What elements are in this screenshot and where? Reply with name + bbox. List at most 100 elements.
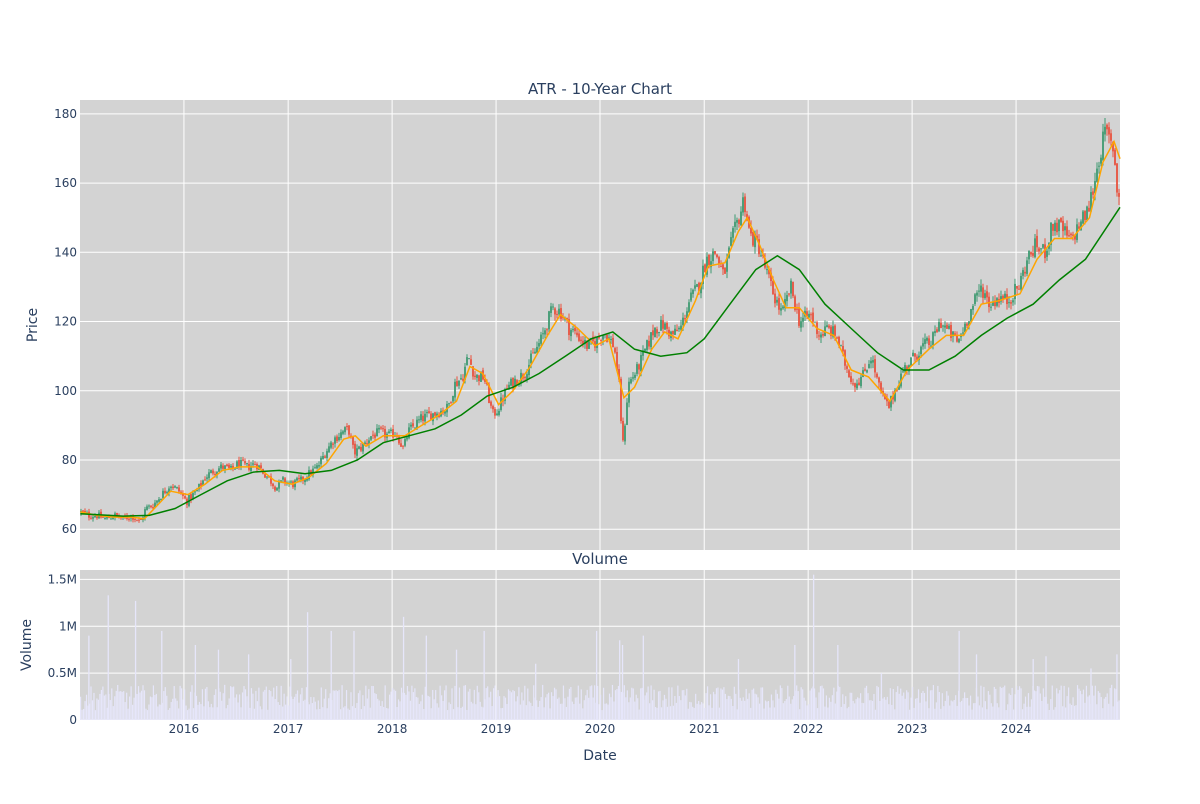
volume-bar [802,689,804,720]
volume-bar [244,689,247,720]
candle-body [220,464,222,469]
volume-spike-bar [1116,654,1118,720]
candle-body [1044,244,1046,259]
candle-body [334,437,336,444]
volume-bar [396,706,398,720]
candle-body [308,470,310,480]
volume-bar [264,689,266,720]
volume-bar [371,685,373,720]
volume-bar [571,701,573,720]
candle-body [584,339,586,345]
candle-body [332,443,334,445]
candle-body [980,285,982,292]
price-y-tick-label: 160 [54,176,77,190]
candle-body [618,368,620,380]
volume-bar [476,685,478,720]
volume-spike-bar [306,612,309,720]
volume-bar [415,696,417,720]
volume-bar [184,689,186,720]
volume-bar [347,708,349,720]
volume-bars [80,574,1120,720]
candle-body [942,325,944,327]
volume-bar [384,685,386,720]
candle-body [154,502,156,508]
volume-bar [851,692,853,720]
volume-bar [140,690,143,720]
volume-bar [109,700,111,720]
volume-spike-bar [425,635,427,720]
date-x-tick-label: 2019 [481,722,512,736]
volume-bar [1035,691,1037,720]
volume-bar [928,708,930,720]
volume-bar [145,708,147,720]
volume-bar [917,689,920,720]
volume-bar [981,707,984,720]
volume-bar [279,704,281,720]
volume-bar [1084,702,1086,720]
volume-bar [430,708,432,720]
volume-bar [90,686,92,720]
volume-bar [478,692,480,720]
candle-body [710,261,712,268]
volume-bar [742,697,744,720]
volume-bar [1024,696,1027,720]
volume-bar [515,701,517,720]
volume-bar [550,692,553,720]
candle-body [718,257,720,265]
volume-bar [201,689,204,720]
volume-bar [638,709,640,720]
volume-bar [112,706,114,720]
candle-body [402,445,404,447]
candle-body [986,291,988,298]
volume-bar [432,689,434,720]
volume-bar [423,709,425,720]
volume-bar [907,692,909,720]
volume-bar [986,709,988,720]
candle-body [348,425,350,435]
volume-bar [750,707,752,720]
volume-bar [1070,705,1073,720]
volume-y-tick-label: 0 [69,713,77,727]
candle-body [1066,226,1068,236]
volume-bar [363,706,365,720]
volume-spike-bar [619,640,621,720]
volume-bar [231,687,233,720]
candle-body [322,455,324,460]
candle-body [996,298,998,306]
candle-body [984,293,986,299]
volume-bar [706,686,709,720]
volume-bar [715,688,718,720]
volume-bar [285,704,287,720]
candle-body [740,211,742,226]
candle-body [1102,131,1104,161]
candle-body [232,465,234,469]
candle-body [260,465,262,469]
volume-bar [527,688,529,720]
candle-body [212,470,214,474]
volume-bar [764,700,767,720]
volume-bar [540,697,542,720]
volume-bar [394,690,397,720]
volume-bar [536,700,538,720]
candle-body [450,401,452,403]
volume-bar [822,688,825,720]
volume-bar [308,704,310,720]
price-y-tick-label: 140 [54,245,77,259]
candle-body [116,512,118,516]
candle-body [1054,222,1056,232]
volume-bar [601,710,603,720]
candle-body [178,487,180,492]
candle-body [340,432,342,438]
volume-bar [580,689,582,720]
candle-body [1002,295,1004,300]
candle-body [174,486,176,488]
candle-body [708,254,710,265]
volume-bar [925,701,927,720]
volume-bar [656,707,658,720]
volume-bar [337,691,339,720]
candle-body [838,336,840,346]
volume-bar [870,700,872,720]
volume-bar [501,707,504,720]
volume-spike-bar [134,600,137,720]
volume-bar [451,688,453,720]
